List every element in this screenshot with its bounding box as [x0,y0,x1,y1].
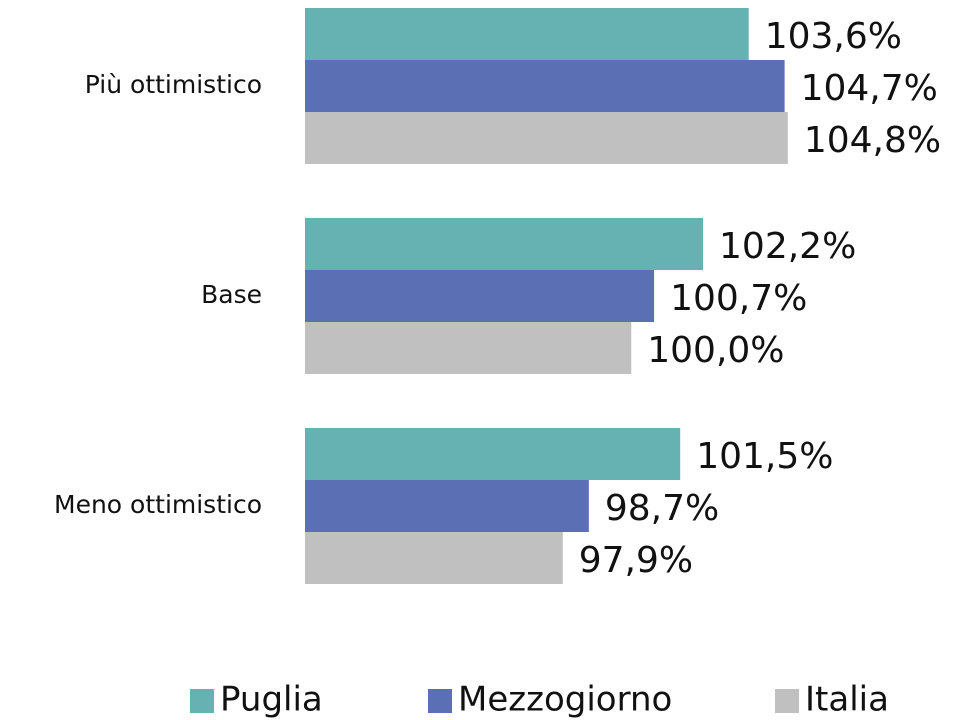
bar [305,112,788,164]
value-label: 97,9% [579,540,693,581]
bar [305,60,785,112]
value-label: 100,0% [647,330,784,371]
legend-label: Mezzogiorno [458,680,672,720]
bar [305,480,589,532]
category-label: Meno ottimistico [54,490,262,519]
value-label: 104,8% [804,120,941,161]
bar [305,322,632,374]
legend-swatch [190,689,214,713]
value-label: 100,7% [670,278,807,319]
value-label: 103,6% [765,16,902,57]
bar [305,218,704,270]
legend-swatch [775,689,799,713]
value-label: 102,2% [719,226,856,267]
legend-label: Italia [805,680,889,720]
value-label: 98,7% [605,488,719,529]
legend-label: Puglia [220,680,323,720]
bar [305,428,681,480]
value-label: 101,5% [696,436,833,477]
legend-swatch [428,689,452,713]
value-label: 104,7% [801,68,938,109]
bar [305,8,749,60]
bar [305,532,563,584]
bar [305,270,655,322]
category-label: Base [201,280,262,309]
category-label: Più ottimistico [85,70,262,99]
